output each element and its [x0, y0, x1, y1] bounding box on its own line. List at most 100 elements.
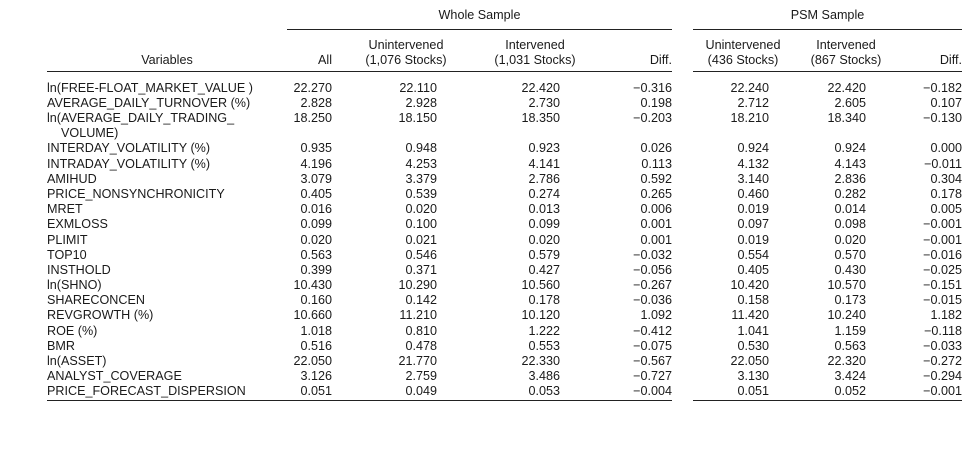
unintervened-psm-value-cell: 2.712: [737, 96, 769, 111]
table-row: ln(ASSET) 22.050 21.770 22.330 −0.567 22.050 2…: [47, 354, 962, 369]
diff-psm-value-cell: 1.182: [930, 308, 962, 323]
intervened-whole-value-cell: 0.099: [528, 217, 560, 232]
diff-whole-column-header: Diff.: [600, 29, 672, 72]
diff-psm-value-cell: −0.011: [924, 156, 962, 171]
unintervened-psm-value-cell: 3.130: [737, 369, 769, 384]
variable-name-cell: INTERDAY_VOLATILITY (%): [47, 141, 211, 156]
all-value-cell: 0.160: [300, 293, 332, 308]
diff-whole-value-cell: −0.203: [633, 111, 672, 126]
intervened-psm-value-cell: 0.282: [834, 186, 866, 201]
intervened-psm-value-cell: 0.924: [834, 141, 866, 156]
table-row: ln(AVERAGE_DAILY_TRADING_ VOLUME) 18.250 18…: [47, 111, 962, 141]
all-value-cell: 0.399: [300, 262, 332, 277]
intervened-whole-value-cell: 0.923: [528, 141, 560, 156]
unintervened-psm-value-cell: 0.158: [737, 293, 769, 308]
diff-psm-value-cell: 0.000: [930, 141, 962, 156]
all-value-cell: 22.270: [293, 81, 332, 95]
intervened-psm-value-cell: 0.563: [834, 338, 866, 353]
intervened-psm-value-cell: 2.836: [834, 171, 866, 186]
table-body: ln(FREE-FLOAT_MARKET_VALUE ) 22.270 22.110…: [47, 81, 962, 401]
unintervened-whole-value-cell: 0.371: [405, 262, 437, 277]
diff-psm-value-cell: −0.294: [923, 369, 962, 384]
psm-sample-group-header: PSM Sample: [693, 8, 962, 30]
diff-whole-value-cell: −0.032: [633, 247, 672, 262]
intervened-whole-value-cell: 0.274: [528, 186, 560, 201]
intervened-psm-value-cell: 1.159: [834, 323, 866, 338]
intervened-whole-value-cell: 3.486: [528, 369, 560, 384]
intervened-whole-value-cell: 1.222: [528, 323, 560, 338]
all-value-cell: 1.018: [300, 323, 332, 338]
intervened-psm-value-cell: 0.173: [834, 293, 866, 308]
diff-psm-value-cell: 0.005: [930, 202, 962, 217]
intervened-psm-value-cell: 0.430: [834, 262, 866, 277]
variable-name-cell: INSTHOLD: [47, 262, 111, 277]
intervened-psm-value-cell: 0.570: [834, 247, 866, 262]
unintervened-whole-value-cell: 0.539: [405, 186, 437, 201]
all-value-cell: 0.020: [300, 232, 332, 247]
intervened-whole-column-header: Intervened (1,031 Stocks): [470, 29, 600, 72]
unintervened-psm-value-cell: 0.019: [737, 232, 769, 247]
unintervened-psm-value-cell: 0.460: [737, 186, 769, 201]
table-row: REVGROWTH (%) 10.660 11.210 10.120 1.092 11.4…: [47, 308, 962, 323]
table-row: AMIHUD 3.079 3.379 2.786 0.592 3.140 2.836 0.30…: [47, 172, 962, 187]
all-value-cell: 10.660: [293, 308, 332, 323]
table-row: ROE (%) 1.018 0.810 1.222 −0.412 1.041 1.159 −0…: [47, 324, 962, 339]
unintervened-psm-value-cell: 4.132: [737, 156, 769, 171]
intervened-whole-value-cell: 0.178: [528, 293, 560, 308]
variable-name-cell: AMIHUD: [47, 171, 97, 186]
unintervened-psm-value-cell: 0.097: [737, 217, 769, 232]
variable-name-cell: PRICE_NONSYNCHRONICITY: [47, 186, 225, 201]
intervened-whole-value-cell: 0.020: [528, 232, 560, 247]
intervened-psm-value-cell: 0.014: [834, 202, 866, 217]
diff-psm-value-cell: −0.001: [923, 232, 962, 247]
whole-sample-group-header: Whole Sample: [287, 8, 672, 30]
unintervened-whole-value-cell: 2.759: [405, 369, 437, 384]
variable-name-cell: ln(FREE-FLOAT_MARKET_VALUE ): [47, 81, 253, 95]
unintervened-psm-value-cell: 0.554: [737, 247, 769, 262]
diff-psm-value-cell: −0.025: [923, 262, 962, 277]
table-row: ANALYST_COVERAGE 3.126 2.759 3.486 −0.727 3.1…: [47, 369, 962, 384]
all-column-header: All: [287, 29, 332, 72]
diff-psm-value-cell: −0.033: [923, 338, 962, 353]
all-value-cell: 3.126: [300, 369, 332, 384]
table-row: PLIMIT 0.020 0.021 0.020 0.001 0.019 0.020 −0.0…: [47, 233, 962, 248]
intervened-whole-value-cell: 10.120: [521, 308, 560, 323]
unintervened-psm-value-cell: 11.420: [731, 308, 769, 323]
diff-psm-value-cell: 0.178: [930, 186, 962, 201]
unintervened-whole-value-cell: 0.100: [405, 217, 437, 232]
table-row: MRET 0.016 0.020 0.013 0.006 0.019 0.014 0.005: [47, 202, 962, 217]
table-row: ln(FREE-FLOAT_MARKET_VALUE ) 22.270 22.110…: [47, 81, 962, 96]
diff-psm-value-cell: 0.304: [930, 171, 962, 186]
diff-whole-value-cell: 0.026: [640, 141, 672, 156]
intervened-whole-value-cell: 0.579: [528, 247, 560, 262]
unintervened-whole-value-cell: 18.150: [398, 111, 437, 126]
unintervened-whole-value-cell: 0.021: [405, 232, 437, 247]
unintervened-whole-value-cell: 10.290: [398, 278, 437, 293]
intervened-psm-value-cell: 0.098: [834, 217, 866, 232]
variable-name-cell: ln(AVERAGE_DAILY_TRADING_ VOLUME): [47, 111, 235, 141]
unintervened-psm-value-cell: 18.210: [730, 111, 769, 126]
intervened-psm-value-cell: 4.143: [834, 156, 866, 171]
intervened-whole-value-cell: 0.553: [528, 338, 560, 353]
diff-whole-value-cell: 0.592: [640, 171, 672, 186]
intervened-psm-value-cell: 10.240: [827, 308, 866, 323]
variable-name-cell: PLIMIT: [47, 232, 88, 247]
all-value-cell: 4.196: [300, 156, 332, 171]
unintervened-whole-value-cell: 0.546: [405, 247, 437, 262]
intervened-psm-value-cell: 3.424: [834, 369, 866, 384]
diff-psm-value-cell: −0.001: [899, 384, 962, 401]
variable-name-cell: REVGROWTH (%): [47, 308, 154, 323]
intervened-whole-value-cell: 2.730: [528, 96, 560, 111]
unintervened-whole-value-cell: 0.948: [405, 141, 437, 156]
table-row: INTERDAY_VOLATILITY (%) 0.935 0.948 0.923 0.…: [47, 141, 962, 156]
table-row: ln(SHNO) 10.430 10.290 10.560 −0.267 10.420 10…: [47, 278, 962, 293]
diff-psm-value-cell: −0.272: [923, 354, 962, 368]
unintervened-whole-value-cell: 0.142: [405, 293, 437, 308]
all-value-cell: 0.099: [300, 217, 332, 232]
diff-whole-value-cell: −0.412: [633, 323, 672, 338]
all-value-cell: 0.051: [287, 384, 332, 401]
all-value-cell: 0.563: [300, 247, 332, 262]
unintervened-psm-value-cell: 0.405: [737, 262, 769, 277]
diff-whole-value-cell: −0.075: [633, 338, 672, 353]
variable-name-cell: BMR: [47, 338, 75, 353]
